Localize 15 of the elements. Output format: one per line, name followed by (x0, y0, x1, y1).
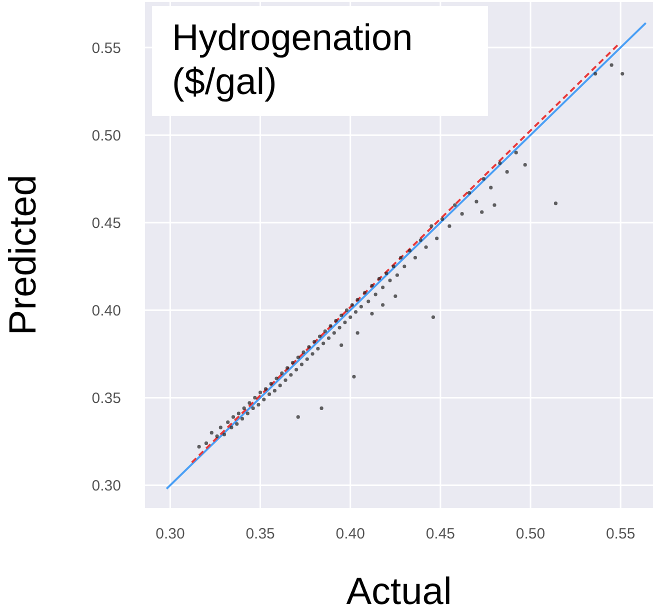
y-tick-label: 0.35 (92, 390, 121, 408)
y-tick-label: 0.45 (92, 214, 121, 232)
x-tick-label: 0.55 (606, 526, 636, 543)
x-tick-label: 0.45 (426, 526, 456, 543)
y-axis-title: Predicted (2, 174, 44, 336)
x-tick-label: 0.30 (156, 526, 185, 543)
y-tick-label: 0.30 (92, 478, 121, 495)
y-tick-label: 0.50 (92, 127, 121, 144)
x-axis-title: Actual (346, 571, 452, 606)
y-tick-label: 0.55 (92, 40, 121, 57)
x-tick-label: 0.40 (336, 526, 365, 543)
text: Hydrogenation ($/gal) (152, 6, 488, 116)
x-tick-label: 0.50 (516, 526, 546, 543)
y-tick-label: 0.40 (92, 302, 121, 320)
x-tick-label: 0.35 (246, 526, 275, 543)
